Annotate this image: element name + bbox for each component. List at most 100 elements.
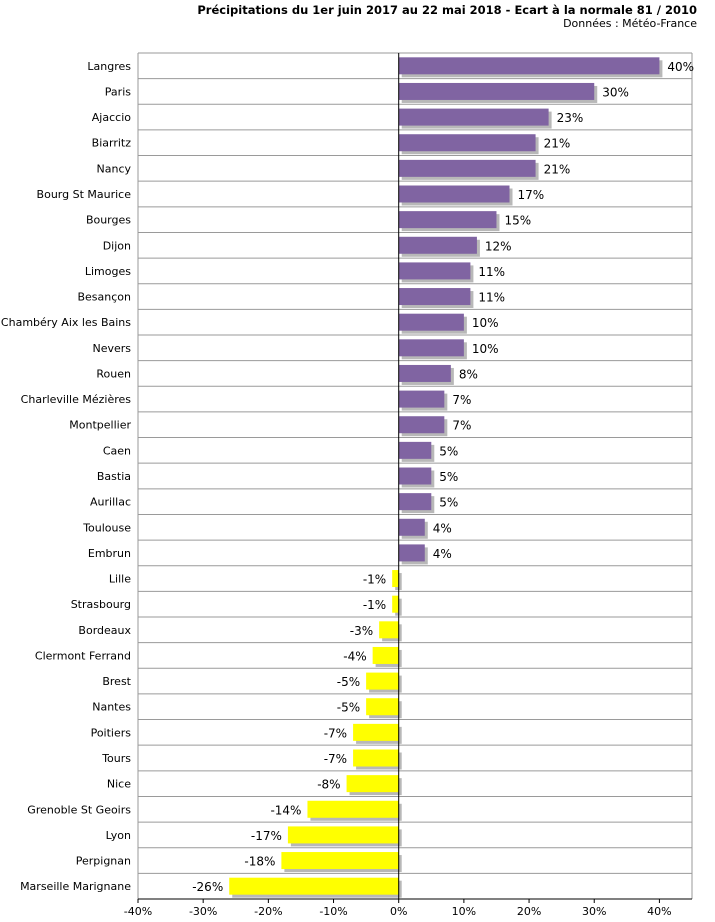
category-label: Bourg St Maurice	[37, 188, 132, 201]
bar	[398, 441, 432, 459]
category-label: Nevers	[92, 342, 131, 355]
value-label: 30%	[602, 85, 629, 99]
category-label: Chambéry Aix les Bains	[1, 316, 131, 329]
value-label: 8%	[459, 367, 478, 381]
category-label: Limoges	[85, 265, 131, 278]
category-label: Brest	[102, 675, 131, 688]
bar	[398, 134, 536, 152]
bar	[398, 313, 464, 331]
category-label: Perpignan	[76, 855, 131, 868]
value-label: -4%	[343, 649, 366, 663]
bar	[392, 570, 399, 588]
value-label: 5%	[439, 444, 458, 458]
x-tick-label: 40%	[647, 905, 671, 918]
category-label: Charleville Mézières	[21, 393, 132, 406]
x-tick-label: -30%	[189, 905, 217, 918]
bar	[398, 390, 445, 408]
bar	[353, 749, 399, 767]
category-label: Langres	[87, 60, 131, 73]
x-tick-label: -10%	[319, 905, 347, 918]
bar	[398, 518, 425, 536]
category-label: Lille	[109, 573, 131, 586]
value-label: -1%	[363, 598, 386, 612]
value-label: 15%	[504, 214, 531, 228]
bar	[366, 672, 399, 690]
bar	[346, 775, 399, 793]
category-label: Paris	[105, 85, 131, 98]
category-label: Lyon	[106, 829, 131, 842]
x-tick-label: 30%	[582, 905, 606, 918]
value-label: -14%	[270, 803, 301, 817]
category-label: Grenoble St Geoirs	[27, 803, 131, 816]
bar	[307, 800, 399, 818]
bar	[372, 646, 399, 664]
value-label: 17%	[518, 188, 545, 202]
bar	[366, 698, 399, 716]
bar	[392, 595, 399, 613]
value-label: 4%	[433, 547, 452, 561]
value-label: 10%	[472, 316, 499, 330]
category-label: Bordeaux	[78, 624, 131, 637]
category-label: Tours	[101, 752, 131, 765]
chart-title: Précipitations du 1er juin 2017 au 22 ma…	[197, 3, 697, 17]
value-label: -3%	[350, 624, 373, 638]
value-label: -5%	[337, 675, 360, 689]
category-label: Dijon	[103, 239, 131, 252]
bar	[353, 723, 399, 741]
x-tick-label: 10%	[452, 905, 476, 918]
category-label: Poitiers	[91, 726, 132, 739]
x-tick-label: 20%	[517, 905, 541, 918]
bar	[398, 416, 445, 434]
category-labels: Langres Paris Ajaccio Biarritz Nancy Bourg St…	[1, 60, 132, 893]
category-label: Nancy	[97, 162, 132, 175]
bar	[229, 877, 399, 895]
value-label: 21%	[544, 137, 571, 151]
bar	[398, 82, 595, 100]
value-label: 21%	[544, 162, 571, 176]
category-label: Aurillac	[90, 496, 131, 509]
value-label: -5%	[337, 701, 360, 715]
value-label: 40%	[667, 60, 694, 74]
category-label: Bourges	[86, 214, 131, 227]
x-tick-label: 0%	[390, 905, 407, 918]
value-label: -26%	[192, 880, 223, 894]
bar	[398, 467, 432, 485]
grid-lines	[137, 52, 693, 900]
x-tick-label: -40%	[124, 905, 152, 918]
category-label: Caen	[103, 444, 131, 457]
category-label: Toulouse	[82, 521, 131, 534]
value-labels: 40% 30% 23% 21% 21% 17% 15% 12% 11% 11% 10% 10% 8% 7%…	[192, 60, 694, 894]
bar	[398, 493, 432, 511]
value-label: 11%	[478, 265, 505, 279]
bar	[287, 826, 399, 844]
category-label: Bastia	[97, 470, 131, 483]
bar	[379, 621, 399, 639]
category-label: Nice	[107, 778, 131, 791]
value-label: 5%	[439, 470, 458, 484]
category-label: Biarritz	[92, 137, 132, 150]
bar	[281, 852, 399, 870]
bar	[398, 108, 549, 126]
category-label: Embrun	[88, 547, 131, 560]
value-label: 12%	[485, 239, 512, 253]
bar	[398, 544, 425, 562]
bar	[398, 185, 510, 203]
value-label: -8%	[317, 778, 340, 792]
value-label: 7%	[452, 393, 471, 407]
bar	[398, 288, 471, 306]
category-label: Nantes	[92, 701, 131, 714]
value-label: 10%	[472, 342, 499, 356]
bar	[398, 236, 477, 254]
bar	[398, 339, 464, 357]
category-label: Montpellier	[69, 419, 131, 432]
bars	[229, 57, 663, 898]
category-label: Ajaccio	[92, 111, 131, 124]
category-label: Marseille Marignane	[20, 880, 131, 893]
value-label: 11%	[478, 291, 505, 305]
value-label: 7%	[452, 419, 471, 433]
value-label: -7%	[324, 726, 347, 740]
value-label: -18%	[244, 855, 275, 869]
chart-subtitle: Données : Météo-France	[563, 17, 697, 30]
bar	[398, 211, 497, 229]
